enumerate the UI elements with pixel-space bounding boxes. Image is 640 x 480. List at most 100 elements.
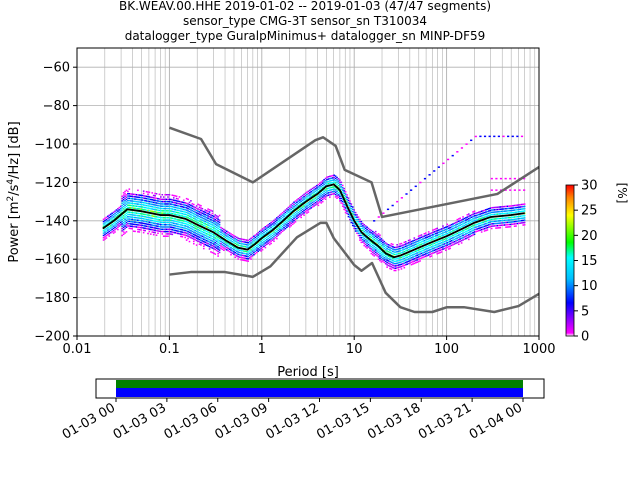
density-cell — [456, 225, 459, 228]
density-cell — [479, 224, 482, 227]
density-cell — [274, 236, 277, 239]
density-cell — [170, 233, 172, 235]
density-cell — [102, 223, 105, 225]
density-cell — [142, 192, 145, 195]
density-cell — [217, 255, 219, 257]
title-line2: sensor_type CMG-3T sensor_sn T310034 — [183, 14, 427, 28]
density-cell — [207, 208, 209, 210]
density-cell — [366, 228, 368, 231]
density-cell — [493, 213, 496, 216]
density-cell — [519, 203, 522, 206]
density-cell — [477, 216, 480, 218]
density-cell — [172, 231, 175, 234]
density-cell — [248, 243, 251, 245]
density-cell — [407, 253, 410, 256]
density-cell — [351, 224, 354, 227]
density-cell — [300, 207, 303, 209]
density-cell — [277, 234, 280, 236]
density-cell — [389, 256, 391, 258]
density-cell — [191, 214, 194, 217]
density-cell — [343, 206, 345, 208]
density-cell — [334, 182, 337, 184]
density-cell — [105, 230, 108, 232]
density-cell — [245, 241, 248, 244]
density-cell — [164, 221, 166, 224]
density-cell — [264, 244, 267, 247]
density-cell — [423, 235, 426, 237]
density-cell — [254, 245, 257, 248]
density-cell — [177, 209, 179, 212]
density-cell — [131, 200, 134, 202]
density-cell — [215, 240, 218, 243]
density-cell — [392, 243, 394, 246]
density-cell — [326, 190, 328, 192]
density-cell — [124, 193, 126, 195]
density-cell — [248, 238, 251, 241]
density-cell — [218, 233, 221, 235]
density-cell — [376, 241, 378, 243]
density-cell — [515, 218, 517, 220]
density-cell — [477, 218, 480, 220]
density-cell — [298, 208, 301, 211]
density-cell — [167, 228, 169, 231]
density-cell — [486, 208, 489, 210]
density-cell — [256, 237, 258, 240]
density-cell — [475, 217, 477, 219]
density-cell — [124, 197, 126, 200]
density-cell — [172, 206, 175, 208]
density-cell — [223, 235, 225, 238]
density-cell — [224, 243, 227, 246]
density-cell — [278, 228, 281, 230]
density-cell — [354, 225, 357, 228]
density-cell — [455, 221, 457, 224]
density-cell — [419, 260, 421, 262]
density-cell — [180, 208, 182, 210]
density-cell — [277, 229, 280, 232]
density-cell — [402, 246, 404, 249]
density-cell — [384, 262, 387, 265]
density-cell — [197, 210, 199, 213]
density-cell — [122, 221, 125, 224]
density-cell — [327, 192, 330, 194]
density-cell — [109, 229, 112, 232]
density-cell — [253, 251, 255, 254]
colorbar-label: [%] — [615, 183, 629, 204]
density-cell — [214, 223, 217, 225]
density-cell — [211, 247, 214, 249]
density-cell — [148, 221, 151, 224]
density-cell — [307, 209, 310, 211]
density-cell — [419, 181, 422, 184]
density-cell — [387, 248, 390, 251]
density-cell — [477, 229, 480, 232]
density-cell — [161, 217, 164, 219]
density-cell — [390, 263, 393, 266]
density-cell — [483, 221, 486, 223]
density-cell — [319, 196, 321, 198]
density-cell — [294, 214, 297, 216]
density-cell — [384, 260, 387, 263]
density-cell — [208, 238, 211, 241]
density-cell — [324, 198, 327, 200]
density-cell — [191, 230, 194, 233]
density-cell — [425, 239, 427, 241]
density-cell — [419, 237, 421, 239]
density-cell — [276, 233, 278, 235]
density-cell — [407, 244, 410, 246]
density-cell — [329, 175, 331, 178]
density-cell — [128, 220, 131, 223]
density-cell — [372, 253, 374, 256]
density-cell — [432, 229, 434, 231]
density-cell — [516, 135, 519, 138]
density-cell — [433, 249, 436, 252]
density-cell — [235, 241, 238, 243]
density-cell — [416, 238, 419, 240]
density-cell — [297, 205, 300, 207]
density-cell — [111, 219, 113, 221]
density-cell — [370, 245, 373, 248]
density-cell — [270, 242, 272, 245]
density-cell — [102, 230, 105, 232]
density-cell — [231, 234, 234, 236]
density-cell — [129, 197, 132, 200]
density-cell — [311, 194, 314, 197]
density-cell — [270, 228, 272, 231]
